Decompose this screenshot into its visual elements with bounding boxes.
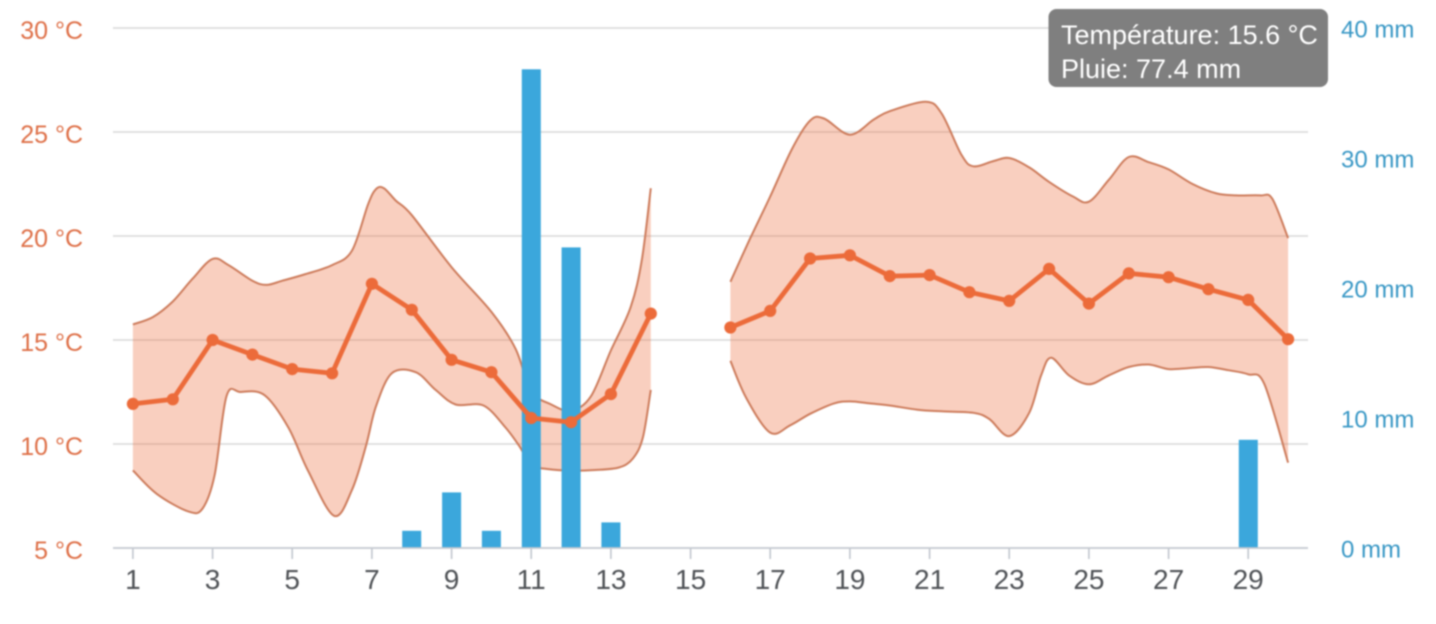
- svg-text:0 mm: 0 mm: [1341, 537, 1401, 564]
- svg-text:11: 11: [517, 564, 546, 595]
- svg-text:15: 15: [675, 564, 706, 595]
- svg-text:10 °C: 10 °C: [20, 433, 83, 461]
- svg-text:29: 29: [1233, 564, 1264, 595]
- svg-text:13: 13: [595, 564, 626, 595]
- svg-text:1: 1: [125, 564, 141, 595]
- svg-text:20 mm: 20 mm: [1341, 277, 1414, 304]
- svg-text:Température: 15.6 °C: Température: 15.6 °C: [1061, 20, 1318, 50]
- svg-text:10 mm: 10 mm: [1341, 407, 1414, 434]
- svg-text:5: 5: [284, 564, 300, 595]
- svg-text:9: 9: [444, 564, 460, 595]
- svg-text:27: 27: [1153, 564, 1184, 595]
- svg-text:23: 23: [994, 564, 1025, 595]
- svg-text:7: 7: [364, 564, 380, 595]
- svg-text:20 °C: 20 °C: [20, 225, 83, 253]
- svg-text:30 mm: 30 mm: [1341, 147, 1414, 174]
- svg-text:3: 3: [205, 564, 221, 595]
- svg-text:25 °C: 25 °C: [20, 121, 83, 149]
- svg-text:5 °C: 5 °C: [34, 537, 83, 565]
- svg-text:25: 25: [1073, 564, 1104, 595]
- svg-text:40 mm: 40 mm: [1341, 17, 1414, 44]
- svg-text:Pluie: 77.4 mm: Pluie: 77.4 mm: [1061, 54, 1241, 84]
- svg-text:17: 17: [755, 564, 786, 595]
- svg-text:30 °C: 30 °C: [20, 17, 83, 45]
- svg-text:15 °C: 15 °C: [20, 329, 83, 357]
- svg-text:19: 19: [834, 564, 865, 595]
- svg-text:21: 21: [914, 564, 945, 595]
